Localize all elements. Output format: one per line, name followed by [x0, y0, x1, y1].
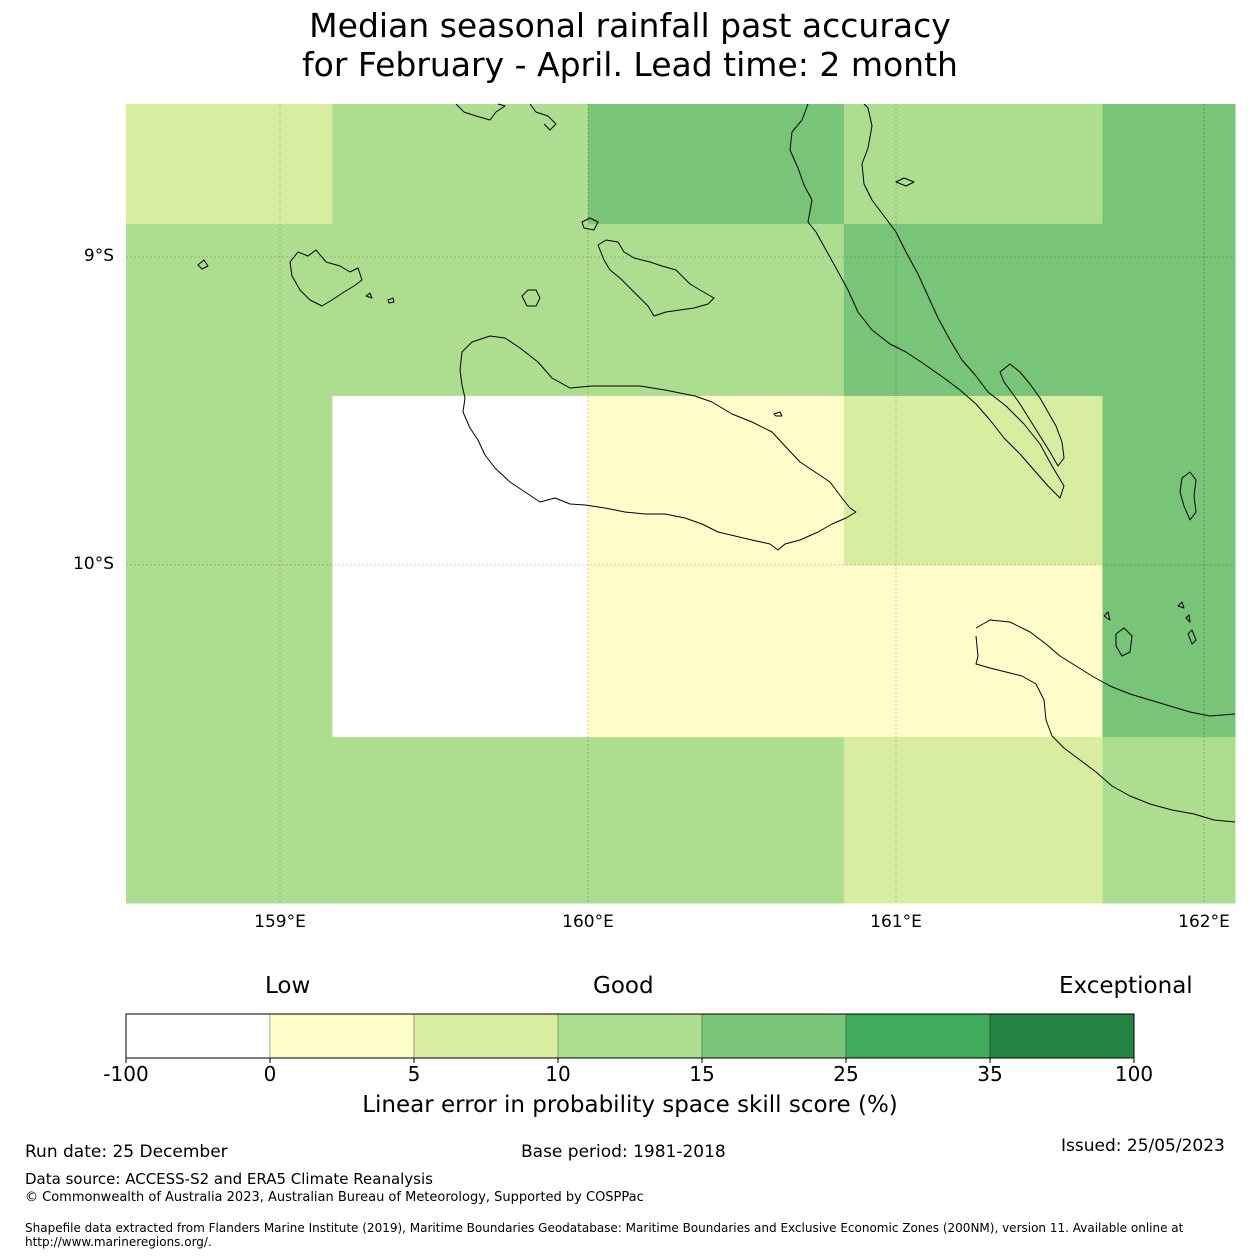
east-island-coast	[1179, 471, 1197, 521]
skill-cell	[126, 565, 333, 738]
legend-tick: 5	[407, 1062, 421, 1086]
colorbar-swatch	[125, 1013, 271, 1059]
north-islet-2	[529, 103, 557, 131]
base-period: Base period: 1981-2018	[521, 1142, 726, 1162]
shapefile-credit-line-1: Shapefile data extracted from Flanders M…	[25, 1221, 1184, 1235]
data-source: Data source: ACCESS-S2 and ERA5 Climate …	[25, 1170, 433, 1188]
skill-cell	[332, 104, 589, 225]
legend-category-low: Low	[265, 973, 311, 999]
run-date: Run date: 25 December	[25, 1142, 228, 1162]
lon-label-162e: 162°E	[1178, 912, 1230, 932]
legend-tick: 35	[977, 1062, 1003, 1086]
small-islet-2	[197, 259, 209, 270]
skill-cell	[588, 565, 845, 738]
colorbar	[125, 1013, 1135, 1059]
skill-cell	[126, 395, 333, 566]
skill-cell	[588, 223, 845, 397]
shapefile-credit-line-2: http://www.marineregions.org/.	[25, 1235, 212, 1249]
colorbar-swatch	[557, 1013, 703, 1059]
small-islet-9	[773, 411, 783, 417]
colorbar-frame	[125, 1013, 1135, 1059]
skill-cell	[1102, 565, 1236, 738]
skill-cell	[843, 223, 1104, 397]
ugi-islet	[1115, 627, 1133, 657]
guadalcanal-coast	[459, 335, 857, 551]
legend-tick: 15	[689, 1062, 715, 1086]
skill-cell	[1102, 395, 1236, 566]
skill-cell	[588, 395, 845, 566]
shapefile-credit: Shapefile data extracted from Flanders M…	[25, 1221, 1245, 1249]
colorbar-swatch	[269, 1013, 415, 1059]
skill-cell	[588, 104, 845, 225]
russell-islands-coast	[289, 249, 363, 307]
skill-cell	[1102, 104, 1236, 225]
malaita-north-coast	[999, 363, 1065, 467]
copyright: © Commonwealth of Australia 2023, Austra…	[25, 1190, 644, 1205]
colorbar-swatch	[701, 1013, 847, 1059]
small-islet-7	[1103, 611, 1111, 621]
skill-cell	[126, 223, 333, 397]
lon-label-160e: 160°E	[562, 912, 614, 932]
savo-island-coast	[521, 289, 541, 307]
small-islet-1	[581, 217, 599, 231]
gridlines	[126, 104, 1235, 903]
lon-label-161e: 161°E	[870, 912, 922, 932]
colorbar-swatch	[989, 1013, 1135, 1059]
skill-cell	[332, 565, 589, 738]
skill-cell	[843, 565, 1104, 738]
legend-tick: 25	[833, 1062, 859, 1086]
makira-coast	[975, 619, 1236, 717]
skill-grid	[126, 104, 1236, 904]
florida-island-coast	[597, 239, 715, 317]
legend-tick: -100	[103, 1062, 149, 1086]
skill-cell	[332, 395, 589, 566]
lat-label-9s: 9°S	[83, 246, 114, 266]
colorbar-swatch	[413, 1013, 559, 1059]
small-islet-8	[1185, 614, 1191, 623]
santa-isabel-coast	[789, 103, 1065, 499]
legend-category-exceptional: Exceptional	[1059, 973, 1193, 999]
small-islet-5	[1177, 601, 1185, 609]
coastlines	[197, 103, 1236, 823]
skill-cell	[588, 737, 845, 904]
issued-date: Issued: 25/05/2023	[1061, 1136, 1225, 1156]
legend-category-good: Good	[593, 973, 654, 999]
small-islet-6	[1187, 629, 1197, 645]
title-line-1: Median seasonal rainfall past accuracy	[309, 6, 951, 45]
north-islet-coast	[455, 103, 506, 121]
makira-south-coast	[975, 635, 1236, 823]
santa-isabel-islet	[895, 177, 915, 187]
legend-tick: 10	[545, 1062, 571, 1086]
small-islet-3	[365, 292, 373, 299]
skill-cell	[126, 104, 333, 225]
skill-cell	[126, 737, 333, 904]
skill-cell	[1102, 223, 1236, 397]
lon-label-159e: 159°E	[254, 912, 306, 932]
legend-tick: 100	[1114, 1062, 1154, 1086]
skill-cell	[332, 737, 589, 904]
skill-cell	[843, 737, 1104, 904]
legend-title: Linear error in probability space skill …	[362, 1092, 898, 1118]
colorbar-ticks	[125, 1058, 1135, 1063]
lat-label-10s: 10°S	[73, 554, 114, 574]
small-islet-4	[387, 297, 395, 304]
legend-tick: 0	[263, 1062, 277, 1086]
map-title: Median seasonal rainfall past accuracy f…	[0, 6, 1260, 84]
title-line-2: for February - April. Lead time: 2 month	[302, 45, 958, 84]
colorbar-swatch	[845, 1013, 991, 1059]
skill-cell	[843, 395, 1104, 566]
skill-cell	[843, 104, 1104, 225]
